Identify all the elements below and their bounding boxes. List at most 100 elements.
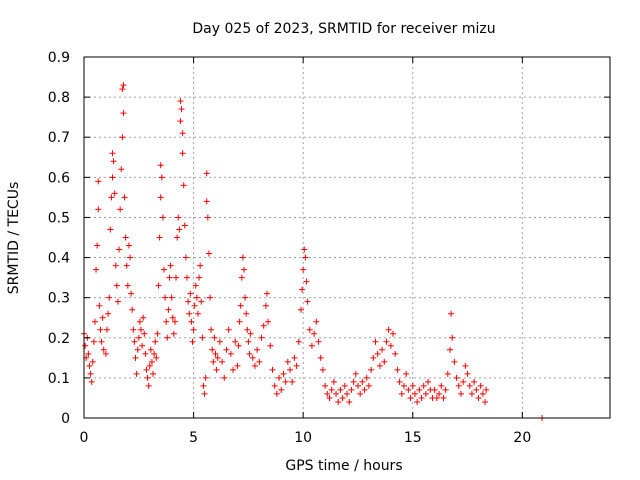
data-point xyxy=(387,342,394,349)
data-point xyxy=(107,226,114,233)
data-point xyxy=(276,374,283,381)
data-point xyxy=(328,386,335,393)
data-point xyxy=(196,274,203,281)
data-point xyxy=(134,346,141,353)
y-tick-label: 0 xyxy=(61,411,70,427)
data-point xyxy=(240,266,247,273)
data-point xyxy=(145,382,152,389)
data-point xyxy=(200,382,207,389)
data-point xyxy=(155,282,162,289)
data-point xyxy=(237,302,244,309)
data-point xyxy=(440,394,447,401)
data-point xyxy=(251,362,258,369)
data-point xyxy=(82,342,89,349)
data-point xyxy=(198,298,205,305)
plot-frame xyxy=(83,56,611,419)
data-point xyxy=(287,366,294,373)
data-point xyxy=(169,314,176,321)
data-point xyxy=(109,150,116,157)
data-point xyxy=(265,318,272,325)
data-point xyxy=(209,346,216,353)
data-point xyxy=(245,338,252,345)
data-point xyxy=(372,338,379,345)
data-point xyxy=(136,318,143,325)
data-point xyxy=(299,286,306,293)
x-tick-label: 0 xyxy=(80,430,89,446)
data-point xyxy=(431,386,438,393)
data-point xyxy=(311,330,318,337)
data-point xyxy=(197,262,204,269)
data-point xyxy=(170,330,177,337)
data-point xyxy=(322,382,329,389)
data-point xyxy=(420,382,427,389)
data-point xyxy=(301,246,308,253)
data-point xyxy=(190,326,197,333)
data-point xyxy=(306,326,313,333)
data-point xyxy=(394,366,401,373)
data-point xyxy=(449,334,456,341)
data-point xyxy=(100,346,107,353)
data-point xyxy=(302,254,309,261)
data-point xyxy=(165,306,172,313)
data-point xyxy=(223,346,230,353)
data-point xyxy=(173,274,180,281)
data-point xyxy=(383,338,390,345)
data-point xyxy=(363,374,370,381)
y-tick-label: 0.6 xyxy=(48,170,70,186)
data-point xyxy=(128,290,135,297)
data-point xyxy=(238,274,245,281)
y-tick-label: 0.8 xyxy=(48,90,70,106)
data-point xyxy=(236,318,243,325)
data-point xyxy=(262,302,269,309)
data-point xyxy=(448,310,455,317)
data-point xyxy=(177,118,184,125)
data-point xyxy=(392,350,399,357)
chart-title: Day 025 of 2023, SRMTID for receiver miz… xyxy=(192,21,495,37)
data-point xyxy=(365,382,372,389)
data-point xyxy=(144,374,151,381)
data-point xyxy=(254,346,261,353)
data-point xyxy=(462,362,469,369)
data-point xyxy=(152,338,159,345)
data-point xyxy=(171,318,178,325)
data-point xyxy=(464,370,471,377)
data-point xyxy=(475,394,482,401)
data-point xyxy=(483,386,490,393)
data-point xyxy=(244,326,251,333)
data-point xyxy=(123,262,130,269)
data-point xyxy=(142,350,149,357)
data-point xyxy=(90,338,97,345)
data-point xyxy=(120,82,127,89)
data-point xyxy=(416,386,423,393)
data-point xyxy=(235,342,242,349)
data-point xyxy=(203,170,210,177)
data-point xyxy=(146,362,153,369)
data-point xyxy=(148,358,155,365)
data-point xyxy=(455,382,462,389)
data-point xyxy=(390,330,397,337)
data-point xyxy=(143,366,150,373)
data-point xyxy=(361,386,368,393)
data-point xyxy=(414,398,421,405)
y-axis-label: SRMTID / TECUs xyxy=(6,182,22,295)
data-point xyxy=(150,370,157,377)
data-point xyxy=(225,326,232,333)
data-point xyxy=(403,370,410,377)
data-point xyxy=(186,310,193,317)
data-point xyxy=(158,174,165,181)
data-point xyxy=(179,130,186,137)
y-tick-label: 0.9 xyxy=(48,50,70,66)
data-point xyxy=(202,374,209,381)
data-point xyxy=(113,282,120,289)
data-point xyxy=(385,326,392,333)
data-point xyxy=(477,382,484,389)
data-point xyxy=(436,390,443,397)
data-point xyxy=(163,318,170,325)
data-point xyxy=(86,362,93,369)
data-point xyxy=(164,334,171,341)
data-point xyxy=(341,382,348,389)
data-point xyxy=(87,370,94,377)
data-point xyxy=(460,378,467,385)
data-point xyxy=(473,386,480,393)
